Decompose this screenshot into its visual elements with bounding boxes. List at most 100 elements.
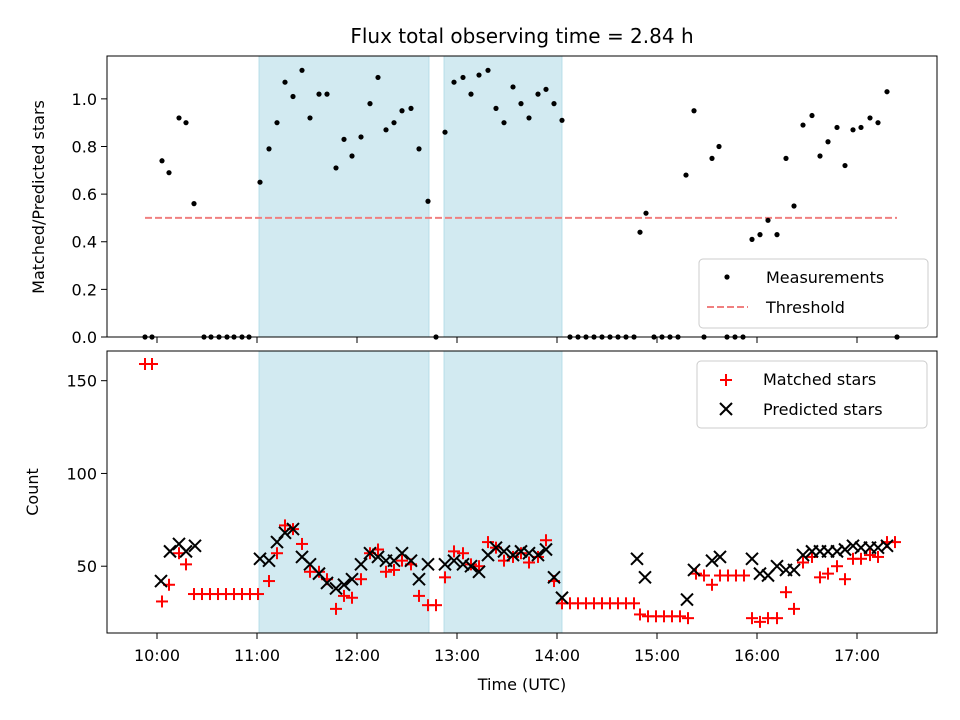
measurement-point [307,115,313,121]
matched-point [634,608,646,621]
top-y-tick-label: 0.6 [72,185,97,204]
measurement-point [399,108,405,114]
matched-point [338,589,350,602]
measurement-point [316,91,322,97]
x-tick-label: 13:00 [434,646,480,665]
top-y-tick-label: 0.8 [72,137,97,156]
x-tick-label: 11:00 [234,646,280,665]
measurement-point [501,120,507,126]
predicted-point [286,522,300,536]
matched-point [448,545,460,558]
x-tick-label: 10:00 [134,646,180,665]
measurement-point [257,179,263,185]
x-tick-label: 16:00 [734,646,780,665]
predicted-point [630,552,644,566]
predicted-point [154,574,168,588]
measurement-point [191,201,197,207]
measurement-point [825,139,831,145]
predicted-point [539,542,553,557]
matched-point [797,556,809,569]
matched-point [515,547,527,560]
matched-point [864,549,876,562]
measurement-point [691,108,697,114]
predicted-point [345,572,359,586]
shaded-interval [443,55,563,338]
predicted-point [713,550,727,564]
measurement-point [510,84,516,90]
measurement-point [709,155,715,161]
bottom-y-tick-label: 50 [77,557,97,576]
predicted-point [404,553,418,568]
matched-point [413,589,425,602]
matched-point [482,536,494,549]
measurement-point [183,120,189,126]
predicted-point [705,553,719,568]
measurement-point [442,129,448,135]
predicted-point [796,548,810,562]
measurement-point [800,122,806,128]
predicted-point [262,553,276,568]
predicted-point [337,578,351,592]
measurement-point [867,115,873,121]
bottom-y-axis-label: Count [23,468,42,516]
matched-point [839,573,851,586]
measurement-point [850,127,856,133]
bottom-y-axis-ticks: 50 100 150 [66,372,107,576]
measurement-point [809,112,815,119]
measurement-point [341,136,347,142]
matched-point [313,565,325,578]
measurement-point [425,198,431,204]
predicted-point [846,539,860,553]
matched-point [771,612,783,625]
predicted-point [770,559,784,573]
legend-measurements-label: Measurements [766,268,884,287]
measurement-point [783,155,789,161]
measurement-point [367,101,373,107]
matched-point [831,560,843,573]
x-tick-label: 12:00 [334,646,380,665]
measurement-point [290,93,296,100]
matched-point [430,599,442,612]
matched-point [682,612,694,625]
measurement-point [716,143,722,150]
bottom-shaded-regions [258,350,563,634]
predicted-point [506,548,520,562]
predicted-point [745,552,759,566]
matched-point [780,586,792,599]
predicted-point [320,576,334,590]
matched-point [788,602,800,615]
measurement-point [451,79,457,85]
measurement-point [282,79,288,85]
predicted-point [687,563,701,577]
matched-point [473,560,485,573]
top-plot-frame [106,55,938,338]
measurement-point [493,105,499,111]
bottom-plot-frame [106,350,938,634]
x-tick-label: 15:00 [634,646,680,665]
predicted-point [464,559,478,573]
top-y-tick-label: 1.0 [72,90,97,109]
predicted-point [363,546,377,560]
measurement-point [476,72,482,78]
measurement-point [817,153,823,159]
measurement-point [791,203,797,209]
measurement-point [559,117,565,123]
matched-point [540,534,552,547]
matched-point [706,578,718,591]
measurement-point [460,74,466,81]
top-y-tick-label: 0.2 [72,280,97,299]
measurement-point [535,91,541,97]
predicted-point [179,544,193,559]
matched-point [180,558,192,571]
matched-point [346,591,358,604]
legend-measurement-marker [724,274,730,280]
measurement-point [643,210,649,216]
legend-threshold-label: Threshold [765,298,845,317]
matched-point [822,567,834,580]
legend-predicted-marker [719,402,733,416]
predicted-point [188,539,202,553]
predicted-point [278,526,292,540]
measurement-point [383,127,389,133]
